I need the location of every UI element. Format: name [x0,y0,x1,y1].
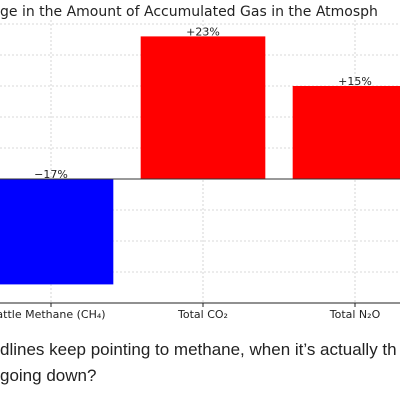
x-tick-label: attle Methane (CH₄) [0,308,106,321]
caption-line: dlines keep pointing to methane, when it… [0,340,397,359]
x-tick-label: Total N₂O [329,308,381,321]
x-tick-label: Total CO₂ [177,308,228,321]
value-label: −17% [34,168,68,181]
value-label: +23% [186,25,220,38]
bar [292,86,400,179]
chart: ge in the Amount of Accumulated Gas in t… [0,4,400,321]
caption-line: going down? [0,366,97,385]
bar [140,36,266,180]
chart-title: ge in the Amount of Accumulated Gas in t… [0,4,378,20]
value-label: +15% [338,75,372,88]
bar [0,179,114,285]
